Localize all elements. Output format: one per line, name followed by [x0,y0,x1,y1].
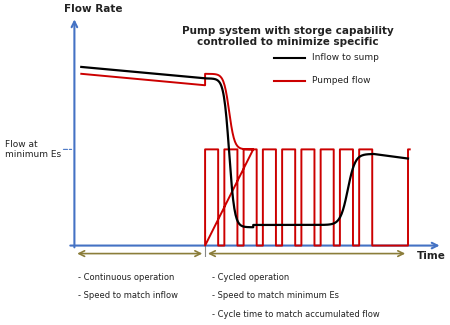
Text: Pumped flow: Pumped flow [312,76,370,85]
Text: - Speed to match inflow: - Speed to match inflow [78,292,178,300]
Text: - Cycled operation: - Cycled operation [212,273,289,282]
Text: - Cycle time to match accumulated flow: - Cycle time to match accumulated flow [212,310,380,319]
Text: Flow at
minimum Es: Flow at minimum Es [4,140,61,159]
Text: Pump system with storge capability
controlled to minimize specific: Pump system with storge capability contr… [182,26,393,47]
Text: - Continuous operation: - Continuous operation [78,273,174,282]
Text: Time: Time [417,251,446,261]
Text: Flow Rate: Flow Rate [64,4,122,14]
Text: - Speed to match minimum Es: - Speed to match minimum Es [212,292,339,300]
Text: Inflow to sump: Inflow to sump [312,53,378,62]
